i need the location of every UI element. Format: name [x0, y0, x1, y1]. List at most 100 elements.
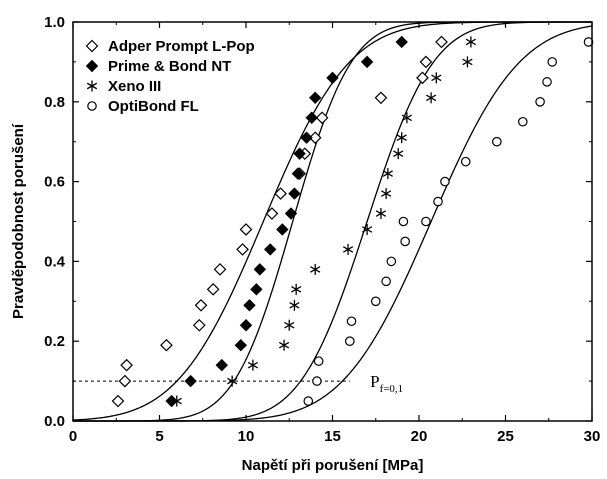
legend-marker-series-2: [85, 59, 99, 73]
data-point-series-1-18: [416, 71, 429, 85]
data-point-series-2-1: [165, 394, 178, 408]
x-tick-label: 15: [324, 428, 341, 445]
data-point-series-1-4: [160, 338, 173, 352]
y-tick-label: 1.0: [44, 14, 65, 31]
y-tick-label: 0.4: [44, 253, 66, 270]
data-point-series-3-9: [342, 243, 354, 255]
data-point-series-4-6: [370, 296, 381, 307]
x-tick-label: 25: [497, 428, 514, 445]
data-point-series-1-3: [120, 358, 133, 372]
legend: Adper Prompt L-Pop Prime & Bond NT Xeno II…: [85, 38, 255, 115]
x-tick-label: 20: [411, 428, 428, 445]
legend-label-series-4: OptiBond FL: [108, 98, 199, 115]
data-point-series-2-2: [184, 374, 197, 388]
data-point-series-3-12: [381, 188, 392, 200]
data-point-series-2-5: [239, 319, 253, 332]
data-point-series-1-19: [419, 55, 433, 69]
data-point-series-4-14: [460, 156, 471, 167]
data-point-series-1-16: [315, 111, 329, 125]
data-point-series-1-12: [274, 187, 287, 200]
data-point-series-2-7: [250, 283, 263, 296]
data-point-series-4-18: [542, 77, 552, 87]
data-point-series-3-8: [310, 263, 321, 275]
data-point-series-4-16: [517, 116, 528, 127]
data-point-series-4-4: [344, 336, 355, 347]
data-point-series-2-11: [284, 207, 298, 220]
data-point-series-2-8: [253, 263, 267, 276]
data-point-series-3-16: [401, 112, 412, 124]
x-tick-label: 30: [584, 428, 601, 445]
data-point-series-3-6: [289, 299, 300, 311]
data-point-series-2-12: [288, 187, 301, 200]
data-point-series-3-13: [382, 168, 393, 180]
axis-ticks: 0 5 10 15 20 25 30 0.0 0.2 0.4 0.6 0.8 1.0: [44, 14, 600, 445]
data-point-series-2-6: [243, 299, 256, 312]
data-point-series-4-2: [312, 376, 322, 386]
data-point-series-1-5: [192, 318, 206, 332]
data-point-series-1-11: [265, 207, 279, 220]
data-point-series-2-13: [291, 167, 305, 180]
data-point-series-1-15: [308, 131, 322, 145]
data-point-series-4-13: [440, 176, 450, 187]
data-point-series-3-2: [227, 375, 238, 387]
data-point-series-3-11: [375, 208, 387, 220]
annotation-subscript: f=0,1: [380, 383, 404, 395]
data-point-series-1-20: [435, 35, 448, 49]
data-point-series-4-5: [346, 316, 357, 327]
data-point-series-3-1: [171, 395, 182, 407]
data-point-series-1-2: [118, 374, 132, 388]
data-point-series-2-18: [326, 71, 339, 85]
x-tick-label: 0: [69, 428, 77, 445]
data-point-series-1-1: [111, 394, 125, 408]
data-point-series-3-5: [284, 319, 295, 331]
data-point-series-1-10: [239, 223, 253, 236]
data-point-series-1-7: [206, 282, 220, 296]
data-point-series-1-6: [194, 298, 208, 312]
data-points: [111, 35, 594, 408]
legend-label-series-3: Xeno III: [108, 78, 161, 95]
data-point-series-4-17: [535, 97, 545, 107]
y-tick-label: 0.0: [44, 413, 65, 430]
data-point-series-2-20: [395, 35, 408, 49]
reference-annotation: Pf=0,1: [370, 372, 403, 395]
data-point-series-4-11: [421, 216, 431, 227]
y-tick-label: 0.2: [44, 333, 65, 350]
data-point-series-4-9: [400, 236, 410, 247]
data-point-series-3-18: [431, 72, 442, 84]
data-point-series-3-4: [278, 339, 290, 351]
data-point-series-4-8: [386, 256, 397, 267]
legend-label-series-1: Adper Prompt L-Pop: [108, 38, 255, 55]
chart-text: Napětí při porušení [MPa] Pravděpodobnos…: [10, 123, 423, 474]
legend-marker-series-1: [85, 39, 99, 53]
data-point-series-2-17: [308, 91, 322, 105]
data-point-series-2-9: [264, 243, 277, 256]
data-point-series-4-15: [492, 136, 502, 147]
data-point-series-3-14: [393, 148, 404, 160]
data-point-series-4-3: [313, 356, 324, 366]
data-point-series-2-16: [305, 111, 318, 124]
x-tick-label: 10: [238, 428, 255, 445]
y-axis-title: Pravděpodobnost porušení: [10, 123, 27, 319]
data-point-series-3-17: [426, 92, 437, 104]
data-point-series-3-20: [465, 36, 477, 48]
data-point-series-1-17: [374, 91, 388, 105]
x-axis-title: Napětí při porušení [MPa]: [242, 457, 424, 474]
data-point-series-2-10: [276, 223, 289, 236]
data-point-series-2-14: [293, 147, 306, 160]
data-point-series-1-8: [213, 263, 227, 276]
data-point-series-3-7: [291, 283, 302, 295]
annotation-main: P: [370, 372, 379, 391]
data-point-series-3-19: [462, 56, 473, 68]
data-point-series-4-7: [381, 276, 391, 287]
data-point-series-2-4: [234, 338, 248, 352]
data-point-series-4-12: [433, 196, 443, 207]
data-point-series-2-19: [360, 55, 374, 69]
data-point-series-4-10: [398, 216, 409, 227]
y-tick-label: 0.6: [44, 174, 65, 191]
legend-marker-series-4: [87, 101, 97, 111]
data-point-series-3-10: [361, 223, 373, 235]
data-point-series-4-19: [547, 57, 558, 67]
legend-marker-series-3: [86, 80, 98, 92]
